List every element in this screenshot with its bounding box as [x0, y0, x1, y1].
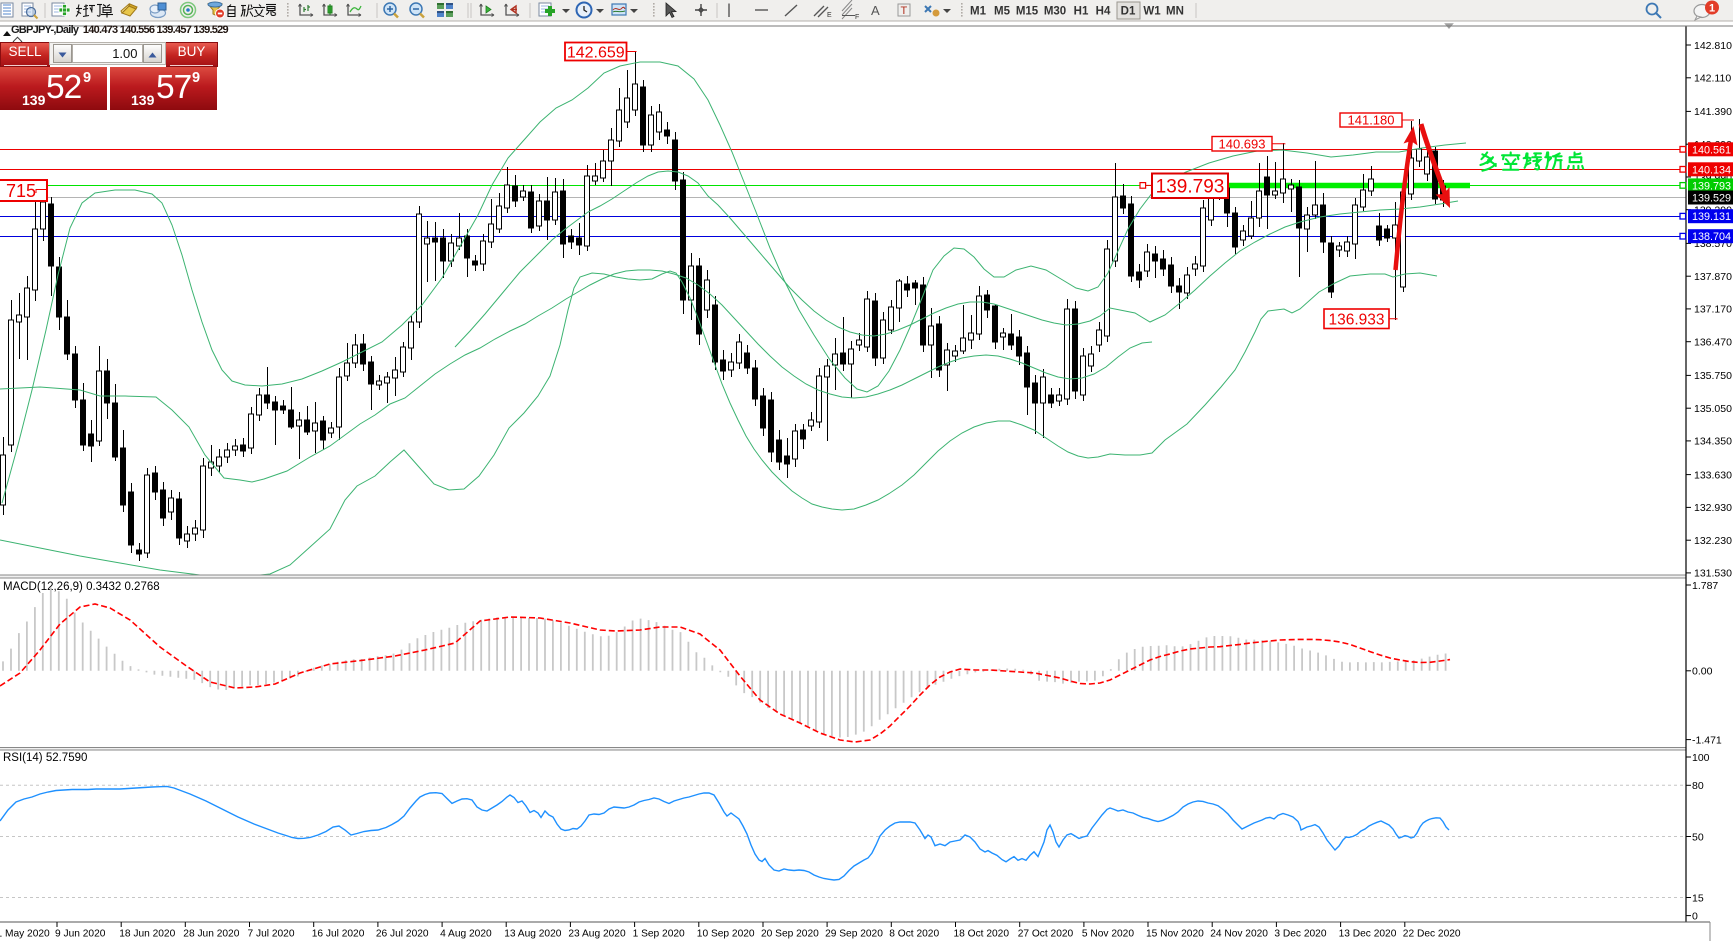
- svg-text:1: 1: [1709, 3, 1715, 15]
- svg-text:140.693: 140.693: [1219, 136, 1266, 151]
- svg-text:135.750: 135.750: [1694, 370, 1732, 382]
- svg-text:139.529: 139.529: [1692, 193, 1731, 205]
- svg-text:E: E: [827, 12, 832, 19]
- svg-text:136.933: 136.933: [1328, 311, 1384, 328]
- svg-text:27 Oct 2020: 27 Oct 2020: [1018, 929, 1074, 940]
- svg-text:138.704: 138.704: [1692, 231, 1731, 243]
- svg-text:8 Oct 2020: 8 Oct 2020: [889, 929, 939, 940]
- svg-text:F: F: [855, 14, 859, 21]
- svg-text:-1.471: -1.471: [1692, 734, 1722, 746]
- svg-text:3 Dec 2020: 3 Dec 2020: [1274, 929, 1326, 940]
- svg-text:715: 715: [6, 181, 36, 201]
- svg-text:139.793: 139.793: [1156, 177, 1225, 198]
- svg-text:29 Sep 2020: 29 Sep 2020: [825, 929, 883, 940]
- svg-text:132.930: 132.930: [1694, 502, 1732, 514]
- svg-text:137.870: 137.870: [1694, 271, 1732, 283]
- svg-text:MACD(12,26,9) 0.3432 0.2768: MACD(12,26,9) 0.3432 0.2768: [3, 581, 160, 593]
- svg-text:135.050: 135.050: [1694, 403, 1732, 415]
- svg-text:141.390: 141.390: [1694, 106, 1732, 118]
- svg-text:H4: H4: [1096, 6, 1111, 18]
- svg-text:15: 15: [1692, 892, 1704, 904]
- svg-text:136.470: 136.470: [1694, 337, 1732, 349]
- svg-text:141.180: 141.180: [1348, 113, 1395, 128]
- svg-text:80: 80: [1692, 780, 1704, 792]
- svg-text:M15: M15: [1016, 6, 1039, 18]
- svg-text:10 Sep 2020: 10 Sep 2020: [697, 929, 755, 940]
- svg-text:140.561: 140.561: [1692, 144, 1731, 156]
- svg-text:134.350: 134.350: [1694, 436, 1732, 448]
- svg-text:1.787: 1.787: [1692, 580, 1718, 592]
- svg-text:7 Jul 2020: 7 Jul 2020: [248, 929, 295, 940]
- svg-text:142.810: 142.810: [1694, 40, 1732, 52]
- svg-text:T: T: [901, 5, 908, 17]
- svg-text:MN: MN: [1166, 6, 1184, 18]
- svg-text:139.131: 139.131: [1692, 211, 1731, 223]
- svg-text:RSI(14) 52.7590: RSI(14) 52.7590: [3, 752, 87, 764]
- svg-text:142.110: 142.110: [1694, 73, 1731, 85]
- svg-text:0: 0: [1692, 910, 1698, 922]
- svg-text:M30: M30: [1044, 6, 1066, 18]
- svg-text:D1: D1: [1121, 6, 1136, 18]
- svg-text:H1: H1: [1074, 6, 1089, 18]
- svg-text:5 Nov 2020: 5 Nov 2020: [1082, 929, 1134, 940]
- svg-text:18 Oct 2020: 18 Oct 2020: [954, 929, 1010, 940]
- svg-text:M1: M1: [970, 6, 987, 18]
- svg-text:139.793: 139.793: [1692, 180, 1731, 192]
- svg-text:0.00: 0.00: [1692, 666, 1713, 678]
- svg-text:26 Jul 2020: 26 Jul 2020: [376, 929, 429, 940]
- svg-text:132.230: 132.230: [1694, 535, 1732, 547]
- svg-text:100: 100: [1692, 752, 1710, 764]
- svg-text:M5: M5: [994, 6, 1011, 18]
- svg-text:137.170: 137.170: [1694, 304, 1732, 316]
- svg-text:28 Jun 2020: 28 Jun 2020: [183, 929, 239, 940]
- svg-text:9 Jun 2020: 9 Jun 2020: [55, 929, 106, 940]
- svg-text:15 Nov 2020: 15 Nov 2020: [1146, 929, 1204, 940]
- svg-text:W1: W1: [1143, 6, 1161, 18]
- svg-text:140.134: 140.134: [1692, 164, 1731, 176]
- svg-text:A: A: [871, 3, 880, 18]
- svg-text:131.530: 131.530: [1694, 568, 1732, 580]
- svg-text:31 May 2020: 31 May 2020: [0, 929, 50, 940]
- svg-text:22 Dec 2020: 22 Dec 2020: [1403, 929, 1461, 940]
- svg-text:4 Aug 2020: 4 Aug 2020: [440, 929, 492, 940]
- svg-text:133.630: 133.630: [1694, 469, 1732, 481]
- svg-text:50: 50: [1692, 831, 1704, 843]
- svg-text:13 Dec 2020: 13 Dec 2020: [1339, 929, 1397, 940]
- svg-text:16 Jul 2020: 16 Jul 2020: [312, 929, 365, 940]
- svg-text:20 Sep 2020: 20 Sep 2020: [761, 929, 819, 940]
- svg-text:142.659: 142.659: [567, 44, 625, 61]
- svg-text:18 Jun 2020: 18 Jun 2020: [119, 929, 175, 940]
- svg-text:24 Nov 2020: 24 Nov 2020: [1210, 929, 1268, 940]
- svg-text:23 Aug 2020: 23 Aug 2020: [568, 929, 626, 940]
- svg-text:1 Sep 2020: 1 Sep 2020: [633, 929, 685, 940]
- svg-text:13 Aug 2020: 13 Aug 2020: [504, 929, 562, 940]
